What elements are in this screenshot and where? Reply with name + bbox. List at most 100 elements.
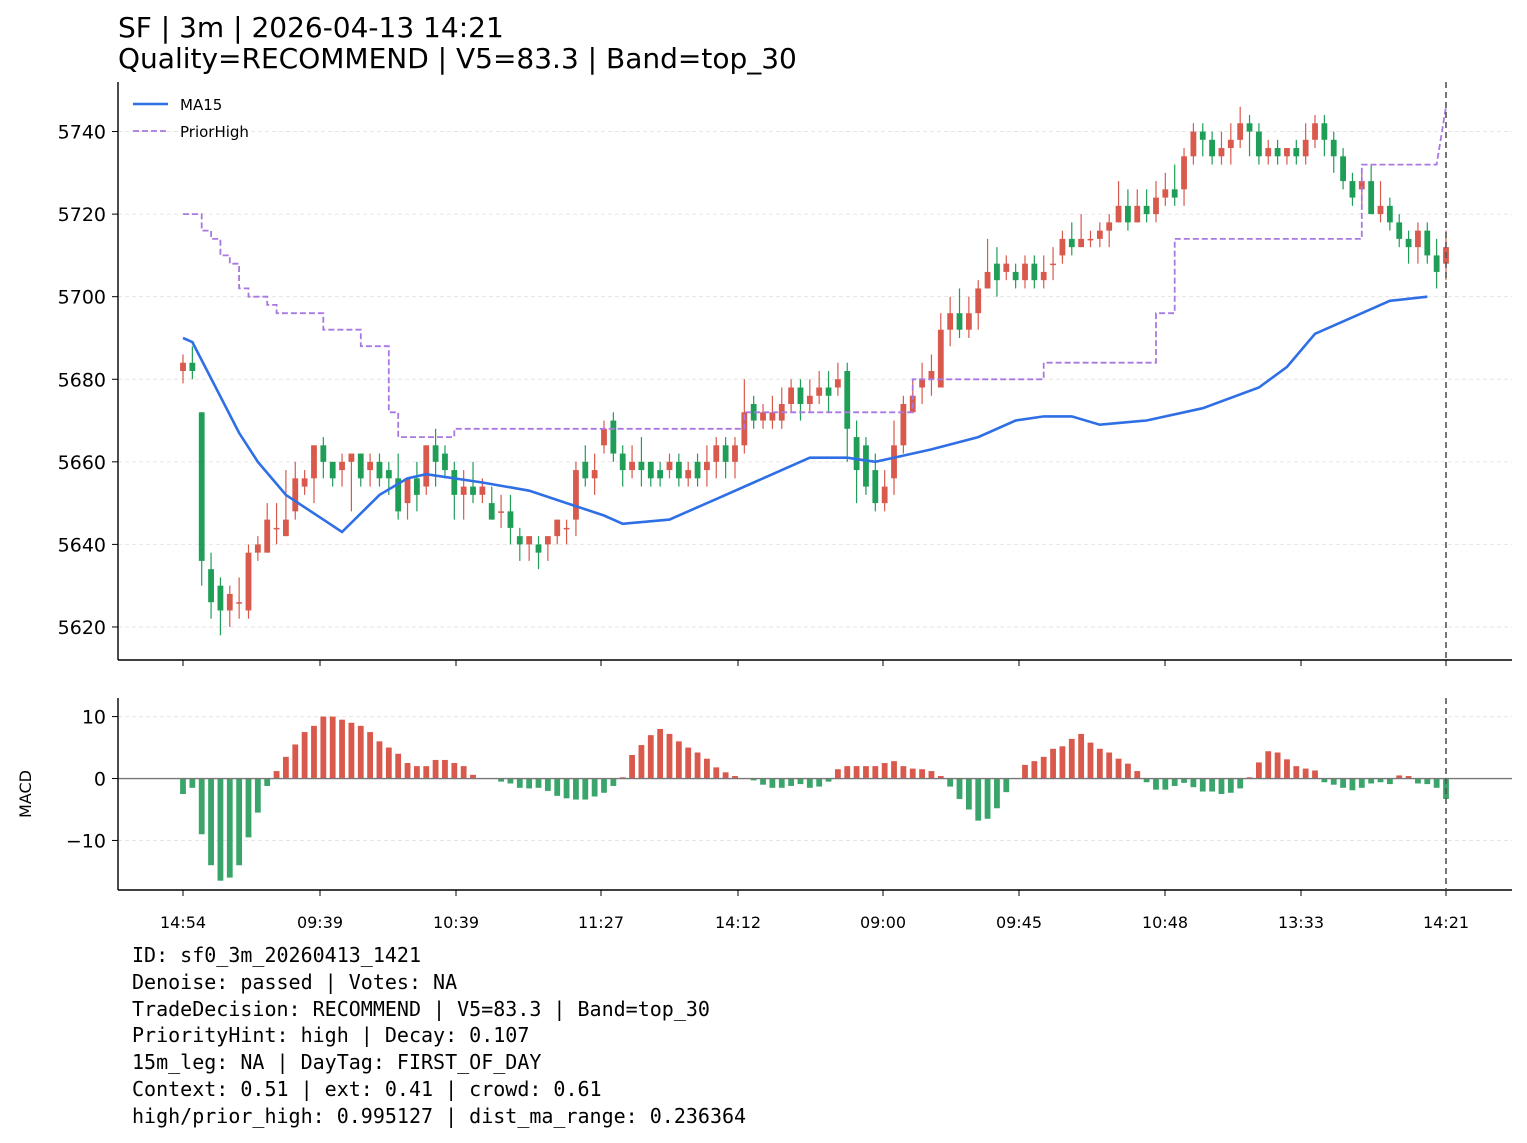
candle-up xyxy=(180,362,186,371)
macd-bar-negative xyxy=(1171,778,1178,786)
x-tick-label: 13:33 xyxy=(1278,913,1324,932)
macd-ytick-label: 0 xyxy=(94,769,106,791)
info-line: Context: 0.51 | ext: 0.41 | crowd: 0.61 xyxy=(132,1076,602,1101)
candle-up xyxy=(881,486,888,504)
macd-bar-positive xyxy=(863,766,869,779)
macd-bar-positive xyxy=(1115,758,1122,779)
macd-bar-positive xyxy=(657,728,664,779)
candle-up xyxy=(1059,238,1066,256)
macd-bar-negative xyxy=(994,778,1000,809)
macd-bar-negative xyxy=(554,778,561,796)
candle-down xyxy=(1012,271,1019,281)
macd-bar-negative xyxy=(1349,778,1356,791)
macd-bar-negative xyxy=(965,778,972,810)
macd-bar-negative xyxy=(984,778,991,819)
candle-up xyxy=(937,329,944,388)
x-tick-label: 09:00 xyxy=(860,913,906,932)
price-ytick-label: 5720 xyxy=(58,204,106,226)
candle-down xyxy=(516,536,523,545)
x-tick-label: 09:45 xyxy=(996,913,1042,932)
macd-bar-positive xyxy=(1068,738,1075,779)
candle-down xyxy=(1396,222,1403,239)
candle-up xyxy=(273,527,280,530)
info-line: ID: sf0_3m_20260413_1421 xyxy=(132,943,421,967)
macd-bar-negative xyxy=(1433,778,1440,788)
macd-bar-positive xyxy=(348,722,355,779)
candle-up xyxy=(264,519,271,553)
macd-panel: 10 0 −10 MACD 14:54 09:39 10:39 11:27 14:12 09:00… xyxy=(16,698,1512,932)
macd-bar-positive xyxy=(1022,764,1028,779)
candle-up xyxy=(891,445,897,479)
candle-up xyxy=(732,445,738,462)
candle-up xyxy=(601,428,607,446)
macd-bar-negative xyxy=(1321,778,1328,783)
candle-up xyxy=(1218,148,1225,157)
candle-down xyxy=(647,461,654,479)
macd-bar-positive xyxy=(1255,762,1262,779)
macd-bar-positive xyxy=(1078,733,1085,779)
candle-down xyxy=(1330,139,1337,157)
macd-bar-positive xyxy=(638,745,645,779)
candle-down xyxy=(1171,189,1178,198)
candle-up xyxy=(1134,205,1141,223)
macd-bar-positive xyxy=(376,741,383,779)
candle-up xyxy=(1106,222,1113,231)
info-line: PriorityHint: high | Decay: 0.107 xyxy=(132,1023,530,1048)
candle-up xyxy=(1415,230,1421,248)
candle-down xyxy=(357,453,364,479)
candle-up xyxy=(460,486,467,495)
candle-down xyxy=(1125,205,1131,223)
title-line-1: SF | 3m | 2026-04-13 14:21 xyxy=(118,11,504,44)
macd-bar-positive xyxy=(1096,748,1103,779)
candle-up xyxy=(404,478,411,504)
candle-up xyxy=(1087,238,1094,241)
macd-bar-negative xyxy=(825,778,832,782)
candle-down xyxy=(385,470,392,479)
price-ytick-label: 5740 xyxy=(58,122,106,144)
macd-bar-positive xyxy=(1106,752,1113,779)
candle-down xyxy=(694,461,701,479)
macd-bar-positive xyxy=(404,763,411,779)
macd-bar-negative xyxy=(1330,778,1337,785)
macd-bar-positive xyxy=(1405,776,1412,779)
macd-bar-positive xyxy=(367,732,374,779)
macd-bar-positive xyxy=(292,744,299,779)
macd-bar-positive xyxy=(713,767,720,779)
info-line: TradeDecision: RECOMMEND | V5=83.3 | Ban… xyxy=(132,996,710,1021)
price-panel: 5620 5640 5660 5680 5700 5720 5740 MA15 PriorHig… xyxy=(58,82,1512,666)
candle-down xyxy=(470,486,476,495)
x-tick-label: 10:39 xyxy=(433,913,479,932)
candle-up xyxy=(1162,189,1169,198)
candle-down xyxy=(853,437,860,471)
x-tick-label: 14:21 xyxy=(1423,913,1469,932)
candle-down xyxy=(675,461,682,479)
candle-up xyxy=(834,379,841,388)
candle-down xyxy=(1293,148,1300,157)
macd-bar-negative xyxy=(1181,778,1187,783)
price-ytick-label: 5640 xyxy=(58,534,106,556)
candle-up xyxy=(1096,230,1103,239)
macd-ytick-label: 10 xyxy=(82,707,106,729)
macd-bar-positive xyxy=(1284,759,1290,779)
candle-up xyxy=(1190,131,1197,157)
candle-up xyxy=(1153,197,1159,215)
macd-bar-negative xyxy=(601,778,607,793)
macd-bar-negative xyxy=(498,778,504,782)
candle-up xyxy=(788,387,795,405)
macd-bar-negative xyxy=(610,778,617,786)
candle-up xyxy=(965,313,972,330)
candle-down xyxy=(1274,148,1281,157)
candle-down xyxy=(208,569,214,603)
price-ytick-label: 5660 xyxy=(58,452,106,474)
macd-bar-negative xyxy=(956,778,963,799)
macd-bar-positive xyxy=(1134,771,1141,779)
candle-down xyxy=(825,387,832,396)
macd-bar-negative xyxy=(582,778,589,800)
candle-up xyxy=(1181,156,1187,190)
candle-down xyxy=(1386,205,1393,223)
macd-bar-negative xyxy=(563,778,570,799)
candle-up xyxy=(806,395,813,405)
macd-bar-negative xyxy=(1218,778,1225,794)
macd-bar-negative xyxy=(264,778,271,786)
candle-up xyxy=(1312,123,1318,140)
